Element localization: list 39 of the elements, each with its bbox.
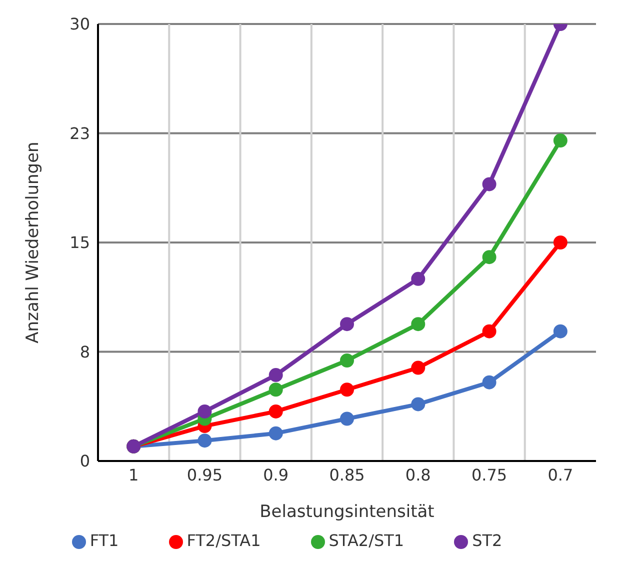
legend-label: FT1 (90, 531, 119, 550)
x-tick-label: 0.75 (471, 465, 508, 484)
y-tick-label: 23 (70, 124, 90, 143)
legend-label: FT2/STA1 (186, 531, 261, 550)
x-tick-label: 0.95 (186, 465, 223, 484)
y-tick-label: 8 (80, 342, 90, 362)
point (482, 250, 496, 264)
x-tick-label: 0.7 (548, 465, 574, 484)
point (340, 382, 354, 397)
x-axis-title: Belastungsintensität (260, 502, 435, 522)
point (411, 397, 426, 412)
legend-label: ST2 (472, 531, 502, 550)
x-tick-label: 1 (128, 465, 139, 484)
point (268, 426, 283, 440)
point (268, 382, 283, 397)
y-axis-title: Anzahl Wiederholungen (23, 142, 44, 344)
point (268, 368, 283, 382)
point (340, 412, 354, 426)
point (340, 317, 354, 332)
legend-label: STA2/ST1 (328, 531, 404, 550)
x-tick-label: 0.9 (263, 465, 289, 484)
y-tick-label: 30 (70, 14, 90, 34)
point (482, 375, 496, 390)
point (553, 134, 568, 148)
point (340, 353, 354, 368)
y-tick-label: 0 (80, 452, 90, 471)
point (553, 324, 568, 338)
x-tick-label: 0.85 (329, 465, 365, 484)
point (198, 434, 212, 448)
point (411, 317, 426, 332)
point (198, 404, 212, 418)
x-tick-label: 0.8 (405, 465, 431, 484)
point (553, 236, 568, 250)
point (411, 272, 426, 286)
point (482, 324, 496, 338)
y-tick-label: 15 (70, 233, 90, 252)
point (482, 177, 496, 192)
point (411, 360, 426, 375)
point (268, 404, 283, 418)
